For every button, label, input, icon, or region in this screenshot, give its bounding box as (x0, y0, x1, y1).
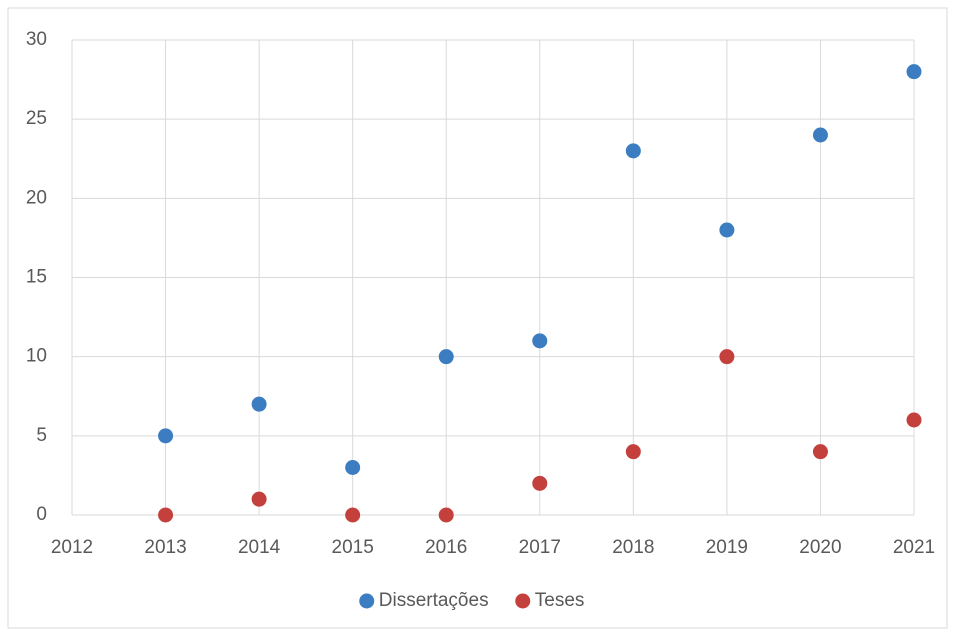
x-tick-label: 2021 (893, 537, 935, 558)
point (345, 460, 361, 475)
y-tick-label: 5 (36, 425, 47, 446)
x-tick-label: 2015 (332, 537, 374, 558)
point (532, 333, 548, 349)
x-tick-label: 2018 (612, 537, 654, 558)
x-tick-label: 2012 (51, 537, 93, 558)
legend-label: Dissertações (379, 590, 489, 611)
y-tick-label: 25 (26, 108, 47, 129)
legend-marker (515, 593, 531, 609)
y-tick-label: 30 (26, 29, 47, 50)
y-tick-label: 20 (26, 187, 47, 208)
y-tick-label: 0 (36, 504, 47, 525)
legend-label: Teses (535, 590, 585, 611)
point (719, 349, 735, 365)
x-tick-label: 2016 (425, 537, 467, 558)
x-tick-label: 2014 (238, 537, 281, 558)
point (532, 475, 548, 491)
point (812, 127, 828, 143)
chart-border (7, 7, 948, 629)
point (438, 507, 454, 523)
point (158, 428, 174, 444)
point (158, 507, 174, 523)
x-tick-label: 2020 (799, 537, 841, 558)
x-tick-label: 2017 (519, 537, 561, 558)
y-tick-label: 10 (26, 346, 47, 367)
point (251, 396, 267, 412)
point (438, 349, 454, 365)
y-tick-label: 15 (26, 267, 47, 288)
x-tick-label: 2019 (706, 537, 748, 558)
point (719, 222, 735, 238)
point (625, 143, 641, 159)
point (251, 491, 267, 507)
point (906, 412, 922, 428)
point (625, 444, 641, 460)
x-tick-label: 2013 (144, 537, 186, 558)
point (812, 444, 828, 460)
point (345, 507, 361, 523)
point (906, 64, 922, 80)
legend-marker (359, 593, 375, 609)
